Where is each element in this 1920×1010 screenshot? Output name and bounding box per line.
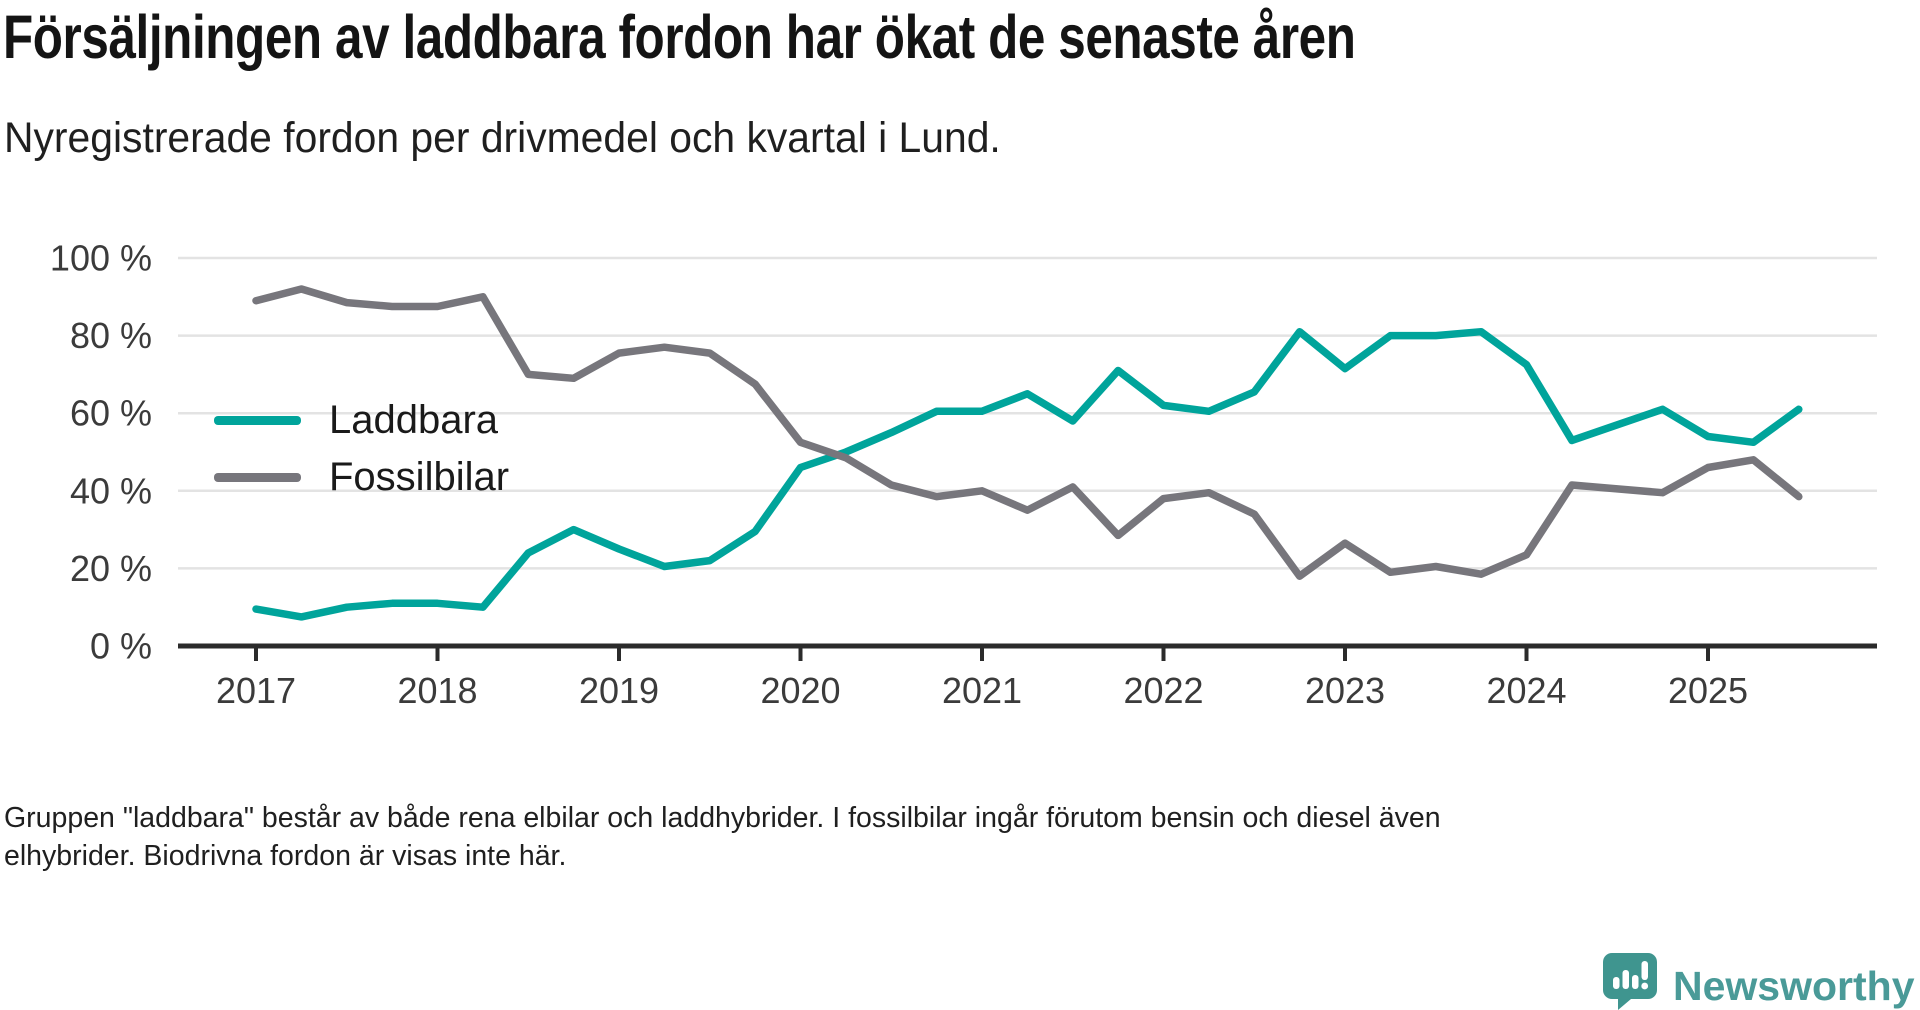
svg-text:2022: 2022	[1123, 670, 1203, 711]
legend-swatch-fossilbilar	[214, 473, 301, 482]
svg-text:2019: 2019	[579, 670, 659, 711]
newsworthy-logo: Newsworthy	[1601, 952, 1915, 1010]
chart-legend: Laddbara Fossilbilar	[214, 392, 509, 506]
svg-text:2025: 2025	[1668, 670, 1748, 711]
chart-subtitle: Nyregistrerade fordon per drivmedel och …	[4, 114, 1001, 162]
svg-text:80 %: 80 %	[70, 315, 152, 356]
svg-text:20 %: 20 %	[70, 548, 152, 589]
svg-text:2020: 2020	[760, 670, 840, 711]
svg-text:2018: 2018	[397, 670, 477, 711]
footnote-line-2: elhybrider. Biodrivna fordon är visas in…	[4, 840, 567, 872]
legend-label-fossilbilar: Fossilbilar	[329, 455, 510, 499]
legend-item-laddbara: Laddbara	[214, 392, 509, 449]
svg-text:100 %: 100 %	[50, 238, 152, 279]
svg-text:40 %: 40 %	[70, 470, 152, 511]
svg-text:2024: 2024	[1486, 670, 1566, 711]
svg-text:2017: 2017	[216, 670, 296, 711]
svg-text:60 %: 60 %	[70, 393, 152, 434]
legend-label-laddbara: Laddbara	[329, 398, 499, 442]
svg-text:0 %: 0 %	[90, 626, 152, 667]
newsworthy-wordmark: Newsworthy	[1673, 963, 1915, 1009]
newsworthy-bubble-bar-chart-icon	[1603, 953, 1657, 1010]
svg-text:2021: 2021	[942, 670, 1022, 711]
footnote-line-1: Gruppen "laddbara" består av både rena e…	[4, 802, 1441, 834]
chart-title: Försäljningen av laddbara fordon har öka…	[3, 3, 1356, 71]
legend-item-fossilbilar: Fossilbilar	[214, 449, 509, 506]
legend-swatch-laddbara	[214, 416, 301, 425]
footnote: Gruppen "laddbara" består av både rena e…	[4, 799, 1441, 875]
svg-text:2023: 2023	[1305, 670, 1385, 711]
